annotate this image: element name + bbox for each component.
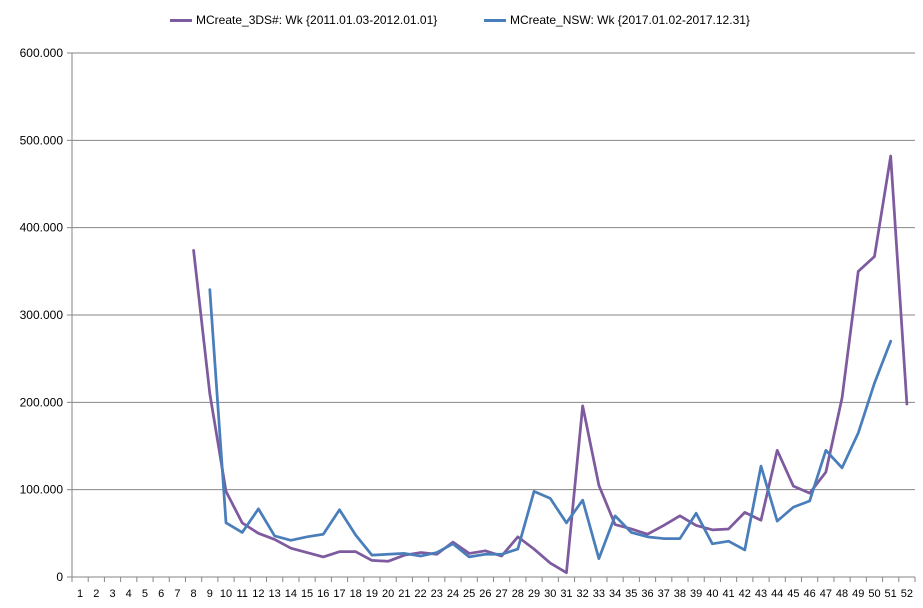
x-tick-label: 22 [414, 588, 426, 600]
x-tick-label: 45 [787, 588, 799, 600]
x-tick-label: 3 [109, 588, 115, 600]
legend-item-3ds: MCreate_3DS#: Wk {2011.01.03-2012.01.01} [170, 13, 437, 27]
x-tick-label: 11 [237, 588, 248, 600]
x-tick-label: 31 [560, 588, 572, 600]
x-tick-label: 35 [625, 588, 637, 600]
legend: MCreate_3DS#: Wk {2011.01.03-2012.01.01}… [0, 13, 923, 33]
y-tick-label: 600.000 [20, 46, 64, 60]
x-tick-label: 52 [901, 588, 913, 600]
axes [71, 53, 915, 578]
y-axis-ticks: 0 100.000 200.000 300.000 400.000 500.000 600.… [20, 46, 72, 584]
x-tick-label: 34 [609, 588, 621, 600]
x-tick-label: 19 [366, 588, 378, 600]
x-tick-label: 39 [690, 588, 702, 600]
x-tick-label: 27 [495, 588, 507, 600]
x-tick-label: 50 [868, 588, 880, 600]
x-tick-label: 13 [269, 588, 281, 600]
series-line-nsw [208, 288, 893, 561]
x-tick-label: 5 [142, 588, 148, 600]
y-tick-label: 500.000 [20, 133, 64, 147]
x-tick-label: 48 [836, 588, 848, 600]
x-tick-label: 37 [658, 588, 670, 600]
x-tick-label: 32 [577, 588, 589, 600]
x-tick-label: 17 [333, 588, 345, 600]
x-tick-label: 4 [126, 588, 132, 600]
x-tick-label: 33 [593, 588, 605, 600]
x-tick-label: 2 [93, 588, 99, 600]
x-tick-label: 6 [158, 588, 164, 600]
x-tick-label: 44 [771, 588, 783, 600]
x-tick-label: 18 [350, 588, 362, 600]
x-tick-label: 29 [528, 588, 540, 600]
gridlines [72, 52, 915, 491]
x-tick-label: 36 [641, 588, 653, 600]
legend-label-nsw: MCreate_NSW: Wk {2017.01.02-2017.12.31} [510, 13, 750, 27]
x-tick-label: 43 [755, 588, 767, 600]
x-tick-label: 47 [820, 588, 832, 600]
x-tick-label: 28 [512, 588, 524, 600]
series-lines [192, 154, 909, 575]
x-tick-label: 8 [191, 588, 197, 600]
x-tick-label: 46 [804, 588, 816, 600]
x-tick-label: 16 [317, 588, 329, 600]
x-tick-label: 41 [722, 588, 734, 600]
legend-swatch-3ds [170, 18, 192, 22]
x-tick-label: 12 [252, 588, 264, 600]
x-axis-ticks: 1 2 3 4 5 6 7 8 9 10 11 12 13 14 15 16 17 18 19 20 21 22 23 24 2… [71, 577, 916, 600]
y-tick-label: 300.000 [20, 308, 64, 322]
series-line-3ds [192, 154, 909, 575]
y-tick-label: 200.000 [20, 395, 64, 409]
y-tick-label: 400.000 [20, 221, 64, 235]
x-tick-label: 10 [220, 588, 232, 600]
x-tick-label: 40 [706, 588, 718, 600]
x-tick-label: 24 [447, 588, 459, 600]
x-tick-label: 9 [207, 588, 213, 600]
y-tick-label: 100.000 [20, 483, 64, 497]
x-tick-label: 21 [398, 588, 410, 600]
x-tick-label: 25 [463, 588, 475, 600]
x-tick-label: 14 [285, 588, 297, 600]
x-tick-label: 38 [674, 588, 686, 600]
y-tick-label: 0 [56, 570, 63, 584]
x-tick-label: 30 [544, 588, 556, 600]
x-tick-label: 7 [174, 588, 180, 600]
legend-label-3ds: MCreate_3DS#: Wk {2011.01.03-2012.01.01} [196, 13, 438, 27]
x-tick-label: 1 [77, 588, 83, 600]
x-tick-label: 20 [382, 588, 394, 600]
x-tick-label: 42 [739, 588, 751, 600]
x-tick-label: 51 [885, 588, 897, 600]
legend-swatch-nsw [484, 18, 506, 22]
x-tick-label: 15 [301, 588, 313, 600]
x-tick-label: 49 [852, 588, 864, 600]
x-tick-label: 26 [479, 588, 491, 600]
legend-item-nsw: MCreate_NSW: Wk {2017.01.02-2017.12.31} [484, 13, 750, 27]
x-tick-label: 23 [431, 588, 443, 600]
